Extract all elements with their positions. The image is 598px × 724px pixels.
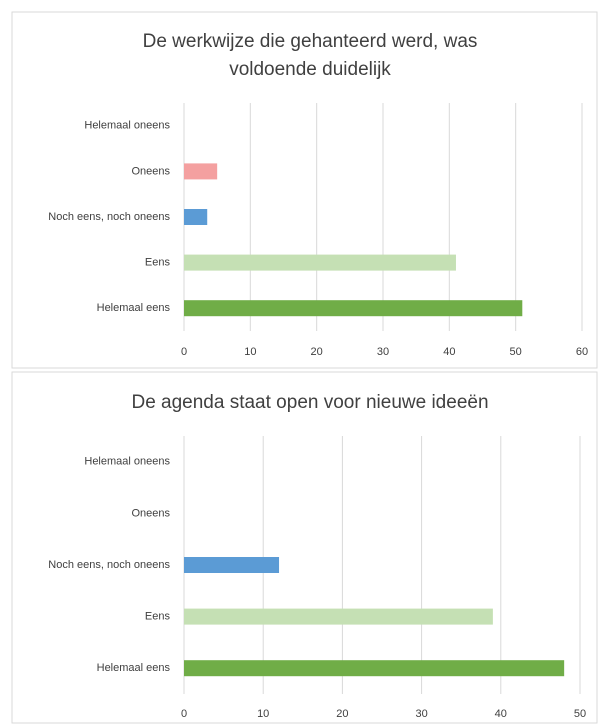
x-tick-label: 50	[510, 346, 522, 358]
bar	[184, 300, 523, 317]
chart-frame	[11, 11, 598, 369]
y-tick-label: Helemaal oneens	[84, 120, 170, 132]
x-tick-label: 30	[415, 708, 427, 720]
x-tick-label: 30	[377, 346, 389, 358]
chart-title: De werkwijze die gehanteerd werd, was vo…	[142, 31, 478, 80]
y-tick-label: Helemaal eens	[97, 302, 171, 314]
x-tick-label: 20	[336, 708, 348, 720]
y-tick-label: Noch eens, noch oneens	[48, 211, 170, 223]
y-tick-label: Noch eens, noch oneens	[48, 559, 170, 571]
y-tick-label: Helemaal oneens	[84, 456, 170, 468]
bar	[184, 608, 493, 625]
y-tick-label: Eens	[145, 257, 171, 269]
bar	[184, 254, 456, 271]
bar	[184, 209, 208, 225]
bar	[184, 660, 565, 677]
bar	[184, 163, 218, 180]
x-tick-label: 50	[574, 708, 586, 720]
x-tick-label: 0	[181, 346, 187, 358]
x-tick-label: 10	[244, 346, 256, 358]
x-tick-label: 10	[257, 708, 269, 720]
y-tick-label: Oneens	[131, 507, 170, 519]
x-tick-label: 60	[576, 346, 588, 358]
chart-frame	[11, 371, 598, 724]
y-tick-label: Eens	[145, 611, 171, 623]
bar	[184, 557, 280, 573]
x-tick-label: 40	[495, 708, 507, 720]
x-tick-label: 20	[311, 346, 323, 358]
y-tick-label: Helemaal eens	[97, 662, 171, 674]
x-tick-label: 0	[181, 708, 187, 720]
chart-title: De agenda staat open voor nieuwe ideeën	[131, 392, 489, 413]
y-tick-label: Oneens	[131, 165, 170, 177]
x-tick-label: 40	[443, 346, 455, 358]
